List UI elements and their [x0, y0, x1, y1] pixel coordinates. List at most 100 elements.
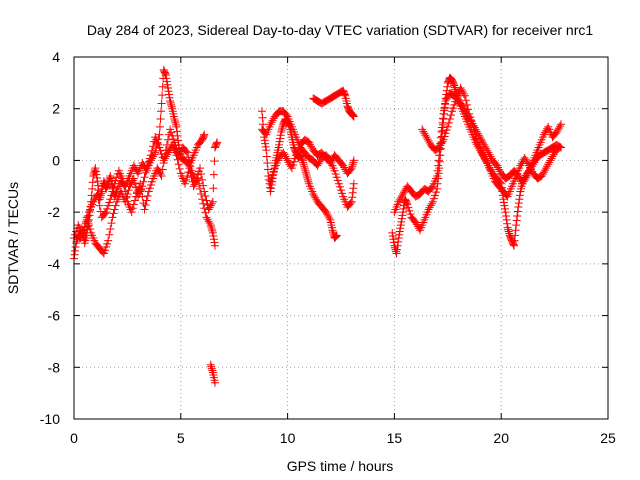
data-point	[167, 100, 176, 109]
data-point	[395, 227, 404, 236]
data-point	[434, 161, 443, 170]
data-point	[275, 137, 284, 146]
data-point	[92, 173, 101, 182]
data-point	[424, 137, 433, 146]
data-point	[301, 136, 310, 145]
data-point	[155, 143, 164, 152]
data-point	[109, 209, 118, 218]
data-point	[165, 93, 174, 102]
data-point	[113, 170, 122, 179]
series-track-c	[80, 125, 222, 232]
data-point	[395, 195, 404, 204]
data-point	[168, 131, 177, 140]
data-point	[306, 154, 315, 163]
data-point	[90, 166, 99, 175]
data-point	[166, 98, 175, 107]
data-point	[147, 177, 156, 186]
data-point	[543, 146, 552, 155]
data-point	[129, 161, 138, 170]
data-point	[133, 167, 142, 176]
data-point	[459, 104, 468, 113]
data-point	[535, 173, 544, 182]
data-point	[463, 100, 472, 109]
data-point	[389, 238, 398, 247]
data-point	[73, 224, 82, 233]
data-point	[316, 149, 325, 158]
data-point	[165, 130, 174, 139]
data-point	[141, 201, 150, 210]
data-point	[174, 151, 183, 160]
data-point	[483, 146, 492, 155]
data-point	[516, 161, 525, 170]
data-point	[504, 172, 513, 181]
data-point	[433, 144, 442, 153]
data-point	[263, 159, 272, 168]
data-point	[349, 184, 358, 193]
data-point	[308, 144, 317, 153]
axis-ticks	[73, 56, 609, 420]
data-point	[348, 193, 357, 202]
data-point	[446, 74, 455, 83]
data-point	[158, 82, 167, 91]
data-point	[397, 191, 406, 200]
data-point	[171, 118, 180, 127]
data-point	[476, 135, 485, 144]
x-tick-labels: 0 5 10 15 20 25	[70, 430, 616, 446]
data-point	[538, 149, 547, 158]
data-point	[298, 156, 307, 165]
data-point	[471, 130, 480, 139]
data-point	[423, 135, 432, 144]
data-point	[262, 146, 271, 155]
data-point	[320, 206, 329, 215]
data-point	[200, 130, 209, 139]
data-point	[539, 148, 548, 157]
data-point	[183, 148, 192, 157]
data-point	[456, 84, 465, 93]
data-point	[162, 140, 171, 149]
data-point	[158, 153, 167, 162]
data-point	[172, 122, 181, 131]
data-point	[538, 170, 547, 179]
data-point	[156, 170, 165, 179]
y-axis-label: SDTVAR / TECUs	[5, 182, 21, 294]
data-point	[158, 91, 167, 100]
data-point	[447, 111, 456, 120]
data-point	[212, 139, 221, 148]
data-point	[551, 129, 560, 138]
data-point	[445, 115, 454, 124]
data-point	[107, 191, 116, 200]
data-point	[285, 160, 294, 169]
data-point	[177, 154, 186, 163]
data-point	[450, 83, 459, 92]
data-point	[479, 150, 488, 159]
data-point	[460, 91, 469, 100]
data-point	[257, 107, 266, 116]
data-point	[465, 109, 474, 118]
data-point	[284, 158, 293, 167]
data-point	[503, 223, 512, 232]
data-point	[519, 177, 528, 186]
data-point	[206, 360, 215, 369]
data-point	[402, 184, 411, 193]
data-point	[501, 208, 510, 217]
data-point	[333, 176, 342, 185]
data-point	[543, 124, 552, 133]
data-point	[467, 116, 476, 125]
data-point	[308, 155, 317, 164]
data-point	[268, 177, 277, 186]
data-point	[164, 87, 173, 96]
data-point	[104, 201, 113, 210]
data-point	[481, 154, 490, 163]
x-tick-label: 5	[177, 430, 185, 446]
data-point	[109, 183, 118, 192]
data-point	[258, 113, 267, 122]
data-point	[521, 173, 530, 182]
data-point	[184, 153, 193, 162]
data-point	[83, 212, 92, 221]
data-point	[282, 111, 291, 120]
data-point	[335, 88, 344, 97]
data-point	[105, 198, 114, 207]
data-point	[512, 216, 521, 225]
x-tick-label: 0	[70, 430, 78, 446]
